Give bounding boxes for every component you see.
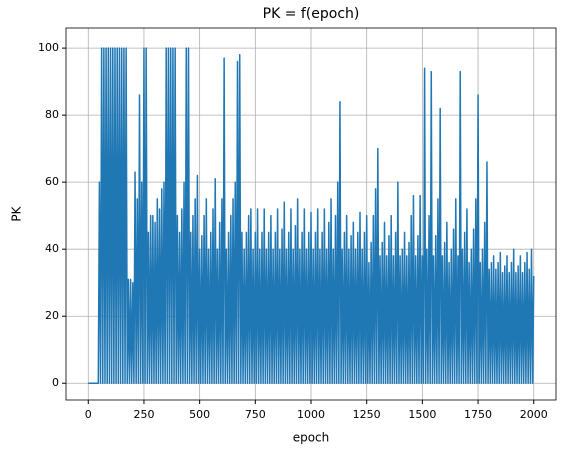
y-axis-label: PK [10,205,24,221]
x-tick-label: 250 [133,408,154,421]
x-tick-label: 2000 [520,408,548,421]
x-axis-label: epoch [293,431,330,445]
x-tick-label: 0 [85,408,92,421]
y-tick-label: 60 [45,175,59,188]
y-tick-label: 0 [52,376,59,389]
chart-title: PK = f(epoch) [263,6,360,22]
x-tick-label: 500 [189,408,210,421]
x-tick-label: 1250 [353,408,381,421]
y-tick-label: 20 [45,309,59,322]
data-line [88,47,535,384]
x-tick-label: 1500 [408,408,436,421]
y-tick-label: 80 [45,108,59,121]
y-tick-label: 40 [45,242,59,255]
plot-frame [65,27,557,401]
x-tick-label: 750 [245,408,266,421]
x-tick-label: 1000 [297,408,325,421]
x-tick-label: 1750 [464,408,492,421]
y-tick-label: 100 [38,41,59,54]
